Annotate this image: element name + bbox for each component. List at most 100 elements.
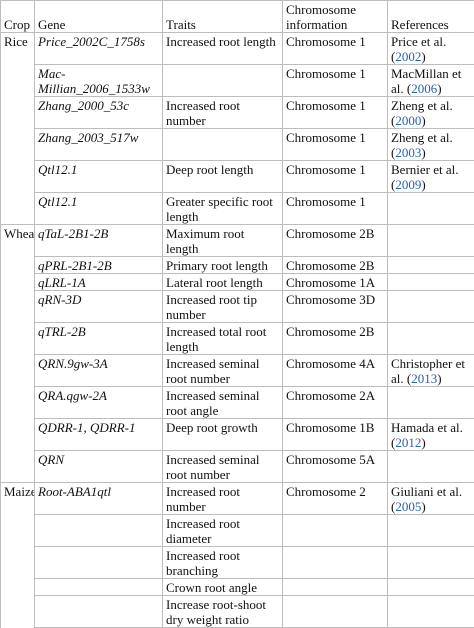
gene-cell: QRN xyxy=(35,451,163,483)
trait-cell: Increased seminal root angle xyxy=(163,387,283,419)
chromosome-cell: Chromosome 1A xyxy=(283,274,388,291)
reference-cell xyxy=(388,596,474,628)
header-row: Crop Gene Traits Chromosome information … xyxy=(1,1,474,33)
reference-authors: Giuliani et al. xyxy=(391,484,462,499)
crop-cell: Rice xyxy=(1,33,35,65)
chromosome-cell: Chromosome 2 xyxy=(283,483,388,515)
crop-cell xyxy=(1,323,35,355)
gene-cell: qRN-3D xyxy=(35,291,163,323)
trait-cell: Increased root diameter xyxy=(163,515,283,547)
chromosome-cell xyxy=(283,547,388,579)
reference-cell xyxy=(388,193,474,225)
chromosome-cell xyxy=(283,515,388,547)
citation-year-link[interactable]: 2003 xyxy=(395,145,421,160)
chromosome-cell: Chromosome 1 xyxy=(283,33,388,65)
trait-cell: Deep root growth xyxy=(163,419,283,451)
header-chromosome: Chromosome information xyxy=(283,1,388,33)
trait-cell: Increased root length xyxy=(163,33,283,65)
crop-cell xyxy=(1,193,35,225)
trait-cell: Increased seminal root number xyxy=(163,355,283,387)
reference-cell xyxy=(388,515,474,547)
gene-cell: Root-ABA1qtl xyxy=(35,483,163,515)
crop-cell xyxy=(1,257,35,274)
chromosome-cell: Chromosome 2B xyxy=(283,257,388,274)
crop-cell xyxy=(1,579,35,596)
trait-cell: Lateral root length xyxy=(163,274,283,291)
table-row: Increase root-shoot dry weight ratio xyxy=(1,596,474,628)
reference-cell: Zheng et al. (2000) xyxy=(388,97,474,129)
citation-year-link[interactable]: 2006 xyxy=(411,81,437,96)
citation-year-link[interactable]: 2009 xyxy=(395,177,421,192)
header-crop: Crop xyxy=(1,1,35,33)
citation-year-link[interactable]: 2013 xyxy=(411,371,437,386)
trait-cell: Increased root tip number xyxy=(163,291,283,323)
gene-cell xyxy=(35,515,163,547)
trait-cell: Increased root branching xyxy=(163,547,283,579)
gene-cell: Mac-Millian_2006_1533w xyxy=(35,65,163,97)
trait-cell: Greater specific root length xyxy=(163,193,283,225)
reference-cell: Christopher et al. (2013) xyxy=(388,355,474,387)
reference-cell xyxy=(388,274,474,291)
chromosome-cell: Chromosome 4A xyxy=(283,355,388,387)
trait-cell: Increased seminal root number xyxy=(163,451,283,483)
crop-cell xyxy=(1,161,35,193)
chromosome-cell: Chromosome 2A xyxy=(283,387,388,419)
crop-cell xyxy=(1,596,35,628)
crop-cell xyxy=(1,97,35,129)
chromosome-cell: Chromosome 1B xyxy=(283,419,388,451)
trait-cell: Increase root-shoot dry weight ratio xyxy=(163,596,283,628)
reference-cell xyxy=(388,225,474,257)
crop-cell xyxy=(1,65,35,97)
trait-cell xyxy=(163,129,283,161)
gene-cell: Zhang_2000_53c xyxy=(35,97,163,129)
gene-cell: QDRR-1, QDRR-1 xyxy=(35,419,163,451)
reference-cell xyxy=(388,547,474,579)
gene-cell: qTaL-2B1-2B xyxy=(35,225,163,257)
trait-cell: Increased root number xyxy=(163,97,283,129)
reference-cell xyxy=(388,257,474,274)
trait-cell: Maximum root length xyxy=(163,225,283,257)
reference-authors: Price et al. xyxy=(391,34,446,49)
chromosome-cell: Chromosome 3D xyxy=(283,291,388,323)
gene-cell: Qtl12.1 xyxy=(35,193,163,225)
crop-cell: Maize xyxy=(1,483,35,515)
gene-cell: Price_2002C_1758s xyxy=(35,33,163,65)
reference-authors: Zheng et al. xyxy=(391,130,453,145)
trait-cell: Crown root angle xyxy=(163,579,283,596)
crop-cell xyxy=(1,291,35,323)
citation-year-link[interactable]: 2012 xyxy=(395,435,421,450)
trait-cell: Deep root length xyxy=(163,161,283,193)
chromosome-cell: Chromosome 1 xyxy=(283,193,388,225)
gene-cell xyxy=(35,596,163,628)
reference-cell: Zheng et al. (2003) xyxy=(388,129,474,161)
reference-cell: Hamada et al. (2012) xyxy=(388,419,474,451)
chromosome-cell: Chromosome 1 xyxy=(283,65,388,97)
reference-cell: MacMillan et al. (2006) xyxy=(388,65,474,97)
citation-year-link[interactable]: 2002 xyxy=(395,49,421,64)
reference-authors: Zheng et al. xyxy=(391,98,453,113)
chromosome-cell xyxy=(283,579,388,596)
reference-cell: Giuliani et al. (2005) xyxy=(388,483,474,515)
chromosome-cell: Chromosome 1 xyxy=(283,161,388,193)
reference-cell xyxy=(388,291,474,323)
chromosome-cell: Chromosome 1 xyxy=(283,129,388,161)
reference-cell xyxy=(388,451,474,483)
crop-cell xyxy=(1,547,35,579)
reference-cell xyxy=(388,579,474,596)
header-traits: Traits xyxy=(163,1,283,33)
trait-cell xyxy=(163,65,283,97)
citation-year-link[interactable]: 2000 xyxy=(395,113,421,128)
citation-year-link[interactable]: 2005 xyxy=(395,499,421,514)
